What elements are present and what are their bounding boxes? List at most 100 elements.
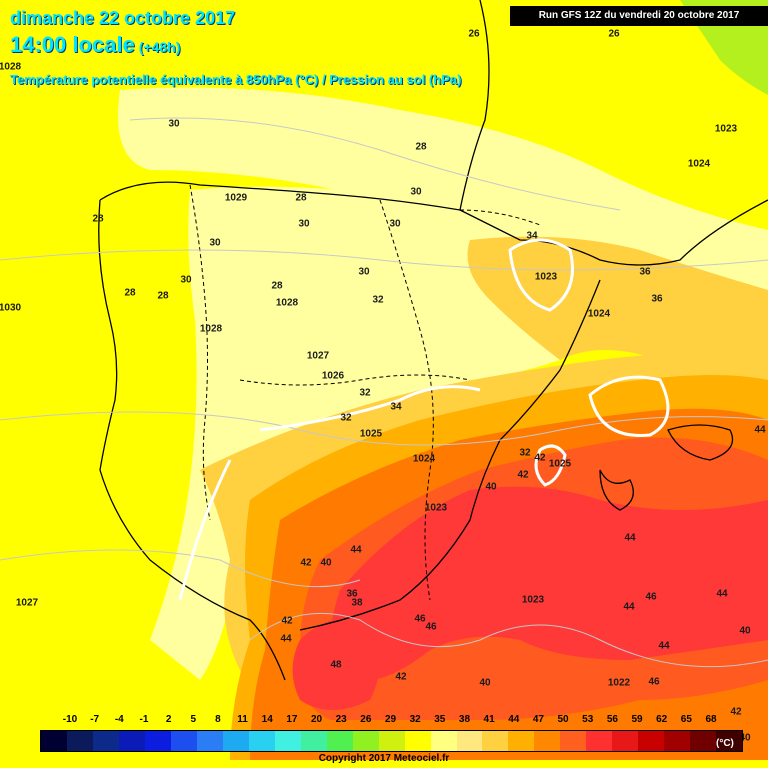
colorbar (40, 730, 743, 752)
colorbar-cell (560, 731, 587, 751)
temperature-label: 44 (623, 601, 635, 613)
temperature-label: 42 (281, 615, 293, 627)
colorbar-cell (274, 731, 301, 751)
pressure-label: 1025 (359, 428, 383, 440)
field-pale-iberia (150, 186, 580, 680)
pressure-label: 1030 (0, 302, 22, 314)
temperature-label: 44 (754, 424, 766, 436)
lead-time: (+48h) (138, 39, 181, 55)
colorbar-cell (690, 731, 717, 751)
pressure-label: 1028 (0, 61, 22, 73)
pressure-label: 1023 (714, 123, 738, 135)
isolines (0, 117, 768, 668)
temperature-label: 42 (517, 469, 529, 481)
pressure-label: 1023 (534, 271, 558, 283)
temperature-label: 26 (468, 28, 480, 40)
pressure-label: 1024 (587, 308, 611, 320)
colorbar-cell (300, 731, 327, 751)
colorbar-tick-label: 29 (384, 714, 397, 725)
colorbar-cell (430, 731, 457, 751)
temperature-label: 40 (479, 677, 491, 689)
temperature-label: 34 (526, 230, 538, 242)
colorbar-tick-label: -10 (62, 714, 78, 725)
time-title: 14:00 locale (+48h) (10, 32, 180, 58)
colorbar-tick-label: 38 (458, 714, 471, 725)
colorbar-tick-label: 35 (434, 714, 446, 725)
temperature-label: 30 (410, 186, 422, 198)
colorbar-cell (586, 731, 613, 751)
temperature-label: 30 (168, 118, 180, 130)
colorbar-cell (41, 731, 67, 751)
pressure-label: 1023 (521, 594, 545, 606)
temperature-label: 44 (280, 633, 292, 645)
temperature-label: 40 (739, 625, 751, 637)
colorbar-cell (326, 731, 353, 751)
colorbar-cell (352, 731, 379, 751)
temperature-label: 44 (350, 544, 362, 556)
colorbar-ticks: -10 -7 -4 -1 2 5 8 11 14 17 20 23 26 29 32 35 38 41 44 47 50… (40, 714, 741, 728)
colorbar-cell (196, 731, 223, 751)
temperature-label: 28 (295, 192, 307, 204)
colorbar-tick-label: 20 (310, 714, 323, 725)
temperature-label: 30 (209, 237, 221, 249)
field-red (330, 486, 768, 682)
pressure-label: 1029 (224, 192, 248, 204)
temperature-label: 28 (157, 290, 169, 302)
colorbar-cell (638, 731, 665, 751)
colorbar-tick-label: 2 (165, 714, 172, 725)
temperature-label: 32 (359, 387, 371, 399)
temperature-label: 40 (485, 481, 497, 493)
temperature-label: 46 (425, 621, 437, 633)
colorbar-cell (612, 731, 639, 751)
temperature-label: 42 (730, 706, 742, 718)
temperature-label: 42 (395, 671, 407, 683)
temperature-label: 42 (300, 557, 312, 569)
pressure-label: 1028 (275, 297, 299, 309)
colorbar-cell (716, 731, 743, 751)
colorbar-cell (456, 731, 483, 751)
pressure-label: 1026 (321, 370, 345, 382)
temperature-label: 32 (340, 412, 352, 424)
temperature-label: 44 (658, 640, 670, 652)
colorbar-tick-label: 14 (261, 714, 273, 725)
colorbar-cell (508, 731, 535, 751)
colorbar-tick-label: 68 (705, 714, 717, 725)
temperature-label: 32 (519, 447, 531, 459)
pressure-label: 1022 (607, 677, 631, 689)
colorbar-tick-label: 65 (680, 714, 692, 725)
date-title: dimanche 22 octobre 2017 (10, 8, 236, 28)
colorbar-tick-label: 41 (483, 714, 495, 725)
colorbar-tick-label: 56 (606, 714, 618, 725)
temperature-label: 46 (414, 613, 426, 625)
temperature-label: 40 (320, 557, 332, 569)
colorbar-cell (92, 731, 119, 751)
temperature-label: 34 (390, 401, 402, 413)
colorbar-cell (378, 731, 405, 751)
pressure-label: 1024 (687, 158, 711, 170)
temperature-label: 38 (351, 597, 363, 609)
colorbar-tick-label: 5 (190, 714, 197, 725)
colorbar-cell (144, 731, 171, 751)
colorbar-tick-label: 23 (335, 714, 347, 725)
colorbar-cell (534, 731, 561, 751)
temperature-label: 36 (346, 588, 358, 600)
colorbar-tick-label: 59 (631, 714, 643, 725)
colorbar-tick-label: -7 (90, 714, 100, 725)
temperature-label: 30 (298, 218, 310, 230)
colorbar-tick-label: 50 (557, 714, 569, 725)
temperature-label: 42 (534, 452, 546, 464)
pressure-isobars (178, 238, 670, 601)
pressure-label: 1024 (412, 453, 436, 465)
temperature-label: 44 (624, 532, 636, 544)
colorbar-cell (66, 731, 93, 751)
pressure-label: 1025 (548, 458, 572, 470)
colorbar-tick-label: 8 (215, 714, 221, 725)
temperature-label: 30 (389, 218, 401, 230)
colorbar-tick-label: 62 (656, 714, 668, 725)
colorbar-tick-label: 44 (508, 714, 520, 725)
temperature-label: 40 (739, 732, 751, 744)
temperature-label: 46 (648, 676, 660, 688)
pressure-label: 1028 (199, 323, 223, 335)
colorbar-unit: (°C) (716, 738, 734, 749)
